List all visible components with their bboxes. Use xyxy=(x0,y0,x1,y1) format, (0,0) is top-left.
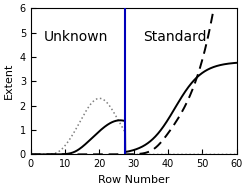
Text: Standard: Standard xyxy=(143,30,207,44)
Y-axis label: Extent: Extent xyxy=(4,63,14,99)
X-axis label: Row Number: Row Number xyxy=(98,175,169,185)
Text: Unknown: Unknown xyxy=(43,30,108,44)
